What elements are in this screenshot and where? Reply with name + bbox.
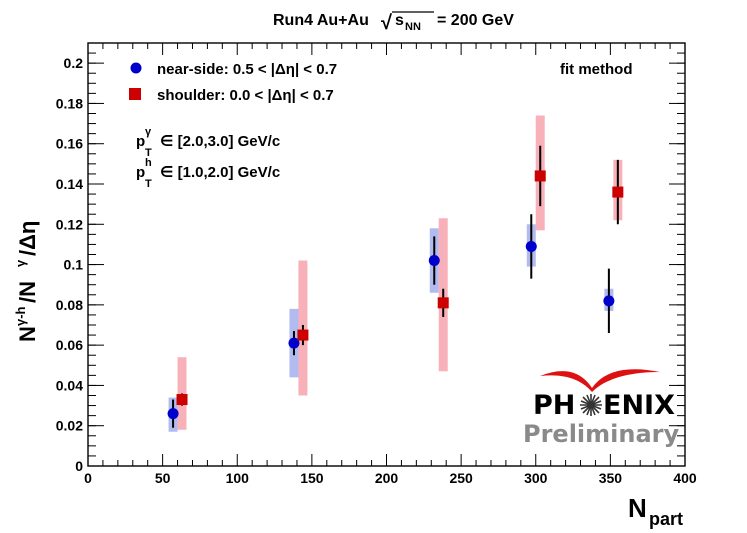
- x-tick-label: 0: [84, 470, 92, 486]
- y-tick-label: 0.08: [56, 297, 83, 313]
- ylabel-main: N: [15, 326, 40, 342]
- data-point-near-side: [428, 255, 440, 267]
- annotation-photon-sub: T: [145, 147, 152, 159]
- x-tick-label: 100: [226, 470, 250, 486]
- axes: 0 50 100 150 200 250 300 350 400 0 0.02 0.04 0.06 0.0…: [56, 42, 697, 486]
- logo-bird-icon: [540, 369, 660, 392]
- logo-preliminary: Preliminary: [523, 420, 680, 448]
- annotation-photon-p: p: [136, 133, 145, 150]
- title-prefix: Run4 Au+Au: [273, 12, 369, 29]
- x-tick-label: 250: [449, 470, 473, 486]
- chart-title: Run4 Au+Au √ s NN = 200 GeV: [273, 11, 514, 34]
- annotation-photon-sup: γ: [145, 126, 152, 138]
- ylabel-tail: /Δη: [15, 221, 40, 256]
- annotation-hadron-sup: h: [145, 157, 152, 169]
- ylabel-sup1: γ-h: [13, 306, 28, 326]
- method-label: fit method: [560, 61, 633, 78]
- annotation-hadron-range: ∈ [1.0,2.0] GeV/c: [160, 164, 280, 181]
- annotation-photon-pt: p γ T ∈ [2.0,3.0] GeV/c: [136, 126, 280, 159]
- y-tick-label: 0.12: [56, 216, 83, 232]
- logo-starburst-icon: [580, 394, 602, 416]
- x-tick-label: 50: [155, 470, 171, 486]
- ylabel-sup2: γ: [13, 259, 28, 267]
- annotation-hadron-sub: T: [145, 178, 152, 190]
- data-point-near-side: [525, 240, 537, 252]
- data-point-near-side: [603, 295, 615, 307]
- y-tick-label: 0.18: [56, 95, 83, 111]
- x-axis-label: N part: [628, 493, 683, 529]
- y-tick-label: 0: [75, 458, 83, 474]
- data-point-near-side: [167, 408, 179, 420]
- data-marks: [167, 115, 624, 432]
- y-axis-label: N γ-h /N γ /Δη: [13, 221, 40, 342]
- annotation-hadron-p: p: [136, 164, 145, 181]
- y-tick-label: 0.06: [56, 337, 83, 353]
- title-suffix: = 200 GeV: [437, 12, 514, 29]
- y-tick-label: 0.2: [64, 55, 84, 71]
- y-tick-label: 0.04: [56, 377, 83, 393]
- x-tick-label: 400: [673, 470, 697, 486]
- data-point-shoulder: [437, 297, 449, 309]
- title-var: s: [395, 12, 404, 29]
- logo-text-left: PH: [533, 390, 575, 421]
- x-tick-label: 200: [375, 470, 399, 486]
- data-point-shoulder: [176, 394, 188, 406]
- legend-label-near-side: near-side: 0.5 < |Δη| < 0.7: [157, 61, 337, 78]
- x-tick-label: 150: [300, 470, 324, 486]
- xlabel-sub: part: [649, 509, 683, 529]
- y-tick-label: 0.16: [56, 136, 83, 152]
- x-tick-label: 300: [524, 470, 548, 486]
- logo-text-right: ENIX: [603, 390, 675, 421]
- annotation-photon-range: ∈ [2.0,3.0] GeV/c: [160, 133, 280, 150]
- data-point-shoulder: [612, 186, 624, 198]
- ylabel-mid: /N: [15, 281, 40, 303]
- y-tick-label: 0.02: [56, 418, 83, 434]
- legend-marker-near-side: [130, 62, 142, 74]
- legend: near-side: 0.5 < |Δη| < 0.7 shoulder: 0.…: [129, 61, 337, 104]
- legend-label-shoulder: shoulder: 0.0 < |Δη| < 0.7: [157, 87, 334, 104]
- x-tick-label: 350: [599, 470, 623, 486]
- data-point-shoulder: [297, 329, 309, 341]
- data-point-shoulder: [534, 170, 546, 182]
- data-point-near-side: [288, 337, 300, 349]
- xlabel-main: N: [628, 493, 647, 523]
- title-sqrt-symbol: √: [381, 12, 393, 34]
- title-var-sub: NN: [405, 21, 421, 33]
- y-tick-label: 0.1: [64, 257, 84, 273]
- legend-marker-shoulder: [129, 88, 141, 100]
- phenix-logo: PH ENIX Preliminary: [523, 369, 680, 448]
- y-tick-label: 0.14: [56, 176, 83, 192]
- annotation-hadron-pt: p h T ∈ [1.0,2.0] GeV/c: [136, 157, 280, 190]
